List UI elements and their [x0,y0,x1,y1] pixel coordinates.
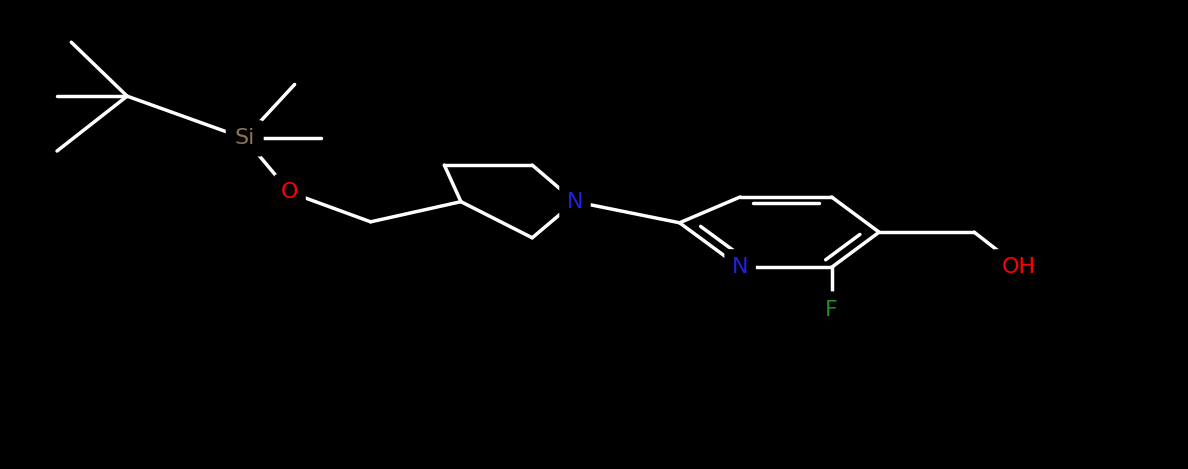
Text: N: N [563,188,587,216]
Text: O: O [278,178,302,206]
Text: F: F [826,300,838,319]
Text: O: O [282,182,298,202]
Text: N: N [728,253,752,281]
Text: N: N [732,257,748,277]
Text: N: N [567,192,583,212]
Text: Si: Si [230,124,259,152]
Text: Si: Si [234,129,255,148]
Text: F: F [822,295,841,324]
Text: OH: OH [996,253,1043,281]
Text: OH: OH [1003,257,1036,277]
